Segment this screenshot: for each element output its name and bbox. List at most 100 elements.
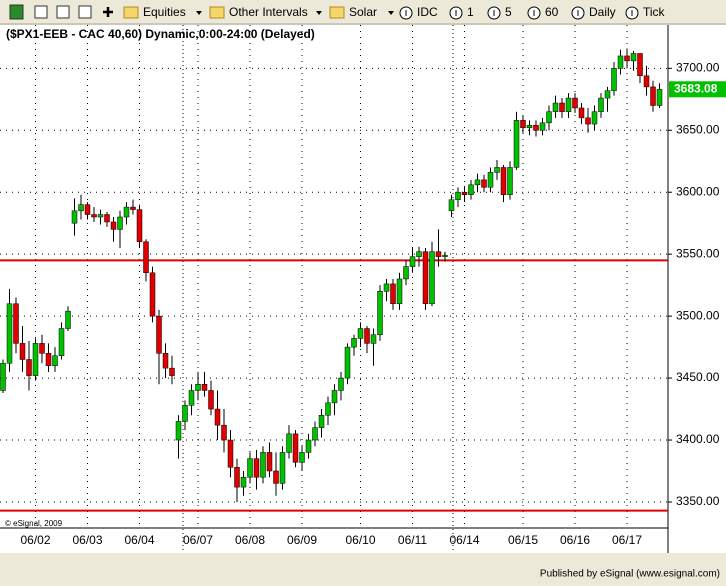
candle-body — [416, 251, 422, 257]
candle-body — [84, 204, 91, 215]
last-price-label: 3683.08 — [674, 81, 718, 95]
candle-body — [240, 476, 247, 488]
candle-body — [507, 167, 513, 195]
add-icon[interactable] — [103, 7, 113, 17]
candle-body — [656, 89, 663, 106]
toolbar-button[interactable]: Daily — [589, 5, 616, 19]
y-tick-label: 3550.00 — [676, 246, 720, 260]
toolbar-button[interactable]: 5 — [505, 5, 512, 19]
candle-body — [578, 107, 585, 119]
candle-body — [156, 315, 162, 354]
candle-body — [481, 179, 487, 188]
x-tick-label: 06/09 — [287, 533, 317, 547]
print-icon[interactable] — [34, 5, 48, 19]
toolbar-menu[interactable]: Equities — [143, 5, 186, 19]
candle-body — [247, 458, 253, 478]
candle-body — [526, 125, 533, 129]
candle-body — [26, 359, 32, 376]
candle-body — [273, 470, 279, 484]
candle-body — [110, 221, 117, 230]
candle-body — [195, 384, 201, 391]
toolbar-menu[interactable]: Solar — [349, 5, 377, 19]
x-tick-label: 06/16 — [560, 533, 590, 547]
y-tick-label: 3350.00 — [676, 494, 720, 508]
candle-body — [13, 303, 19, 344]
copy-icon[interactable] — [56, 5, 70, 19]
candle-body — [292, 433, 299, 463]
candle-body — [604, 90, 611, 99]
toolbar-button[interactable]: 60 — [545, 5, 559, 19]
chart-icon[interactable] — [9, 4, 24, 20]
candle-body — [637, 53, 643, 77]
candle-body — [234, 467, 240, 488]
candle-body — [305, 439, 312, 453]
candle-body — [312, 427, 318, 441]
folder-icon[interactable] — [209, 6, 225, 19]
toolbar-button[interactable]: 1 — [467, 5, 474, 19]
candle-body — [123, 206, 130, 218]
candle-body — [565, 97, 572, 112]
properties-icon[interactable] — [78, 5, 92, 19]
x-tick-label: 06/08 — [235, 533, 265, 547]
candle-body — [169, 367, 175, 376]
candle-body — [214, 408, 221, 426]
candle-body — [253, 458, 260, 478]
candle-body — [630, 53, 637, 62]
x-tick-label: 06/17 — [612, 533, 642, 547]
y-tick-label: 3400.00 — [676, 432, 720, 446]
candle-body — [6, 303, 13, 364]
candle-body — [260, 452, 266, 478]
toolbar — [0, 0, 726, 24]
candle-body — [396, 278, 403, 304]
candle-body — [201, 384, 208, 391]
candle-body — [539, 122, 546, 131]
last-price-box — [669, 81, 726, 98]
candle-body — [344, 346, 351, 379]
candle-body — [455, 191, 461, 200]
candle-body — [71, 210, 78, 224]
candle-body — [318, 414, 325, 428]
candle-body — [130, 206, 136, 210]
candle-body — [643, 75, 650, 88]
dropdown-arrow[interactable] — [388, 11, 394, 15]
candle-body — [370, 334, 377, 344]
candle-body — [162, 353, 169, 369]
toolbar-menu[interactable]: Other Intervals — [229, 5, 308, 19]
candle-body — [91, 214, 97, 218]
candle-body — [559, 102, 565, 112]
dropdown-arrow[interactable] — [196, 11, 202, 15]
candle-body — [58, 328, 65, 357]
candle-body — [591, 111, 598, 125]
y-tick-label: 3500.00 — [676, 308, 720, 322]
footer: Published by eSignal (www.esignal.com) — [540, 569, 720, 580]
toolbar-button[interactable]: Tick — [643, 5, 666, 19]
candle-body — [266, 452, 273, 472]
x-tick-label: 06/07 — [183, 533, 213, 547]
candle-body — [104, 214, 110, 223]
folder-icon[interactable] — [123, 6, 139, 19]
date-axis — [0, 528, 668, 553]
candle-body — [403, 266, 409, 280]
candle-body — [78, 204, 84, 212]
candle-body — [227, 439, 234, 468]
toolbar-button[interactable]: IDC — [417, 5, 438, 19]
candle-body — [279, 452, 286, 484]
candle-body — [598, 97, 604, 112]
candle-body — [383, 283, 390, 292]
candle-body — [351, 338, 357, 348]
candle-body — [52, 355, 58, 366]
candle-body — [572, 97, 578, 109]
dropdown-arrow[interactable] — [316, 11, 322, 15]
candle-body — [32, 343, 39, 376]
folder-icon[interactable] — [329, 6, 345, 19]
candle-body — [286, 433, 292, 453]
candle-body — [409, 256, 416, 267]
candle-body — [221, 424, 227, 441]
candle-body — [97, 214, 104, 218]
y-tick-label: 3700.00 — [676, 60, 720, 74]
candle-body — [390, 283, 396, 304]
candle-body — [208, 390, 214, 410]
candle-body — [585, 117, 591, 125]
candle-body — [461, 191, 468, 195]
candle-body — [429, 251, 435, 304]
